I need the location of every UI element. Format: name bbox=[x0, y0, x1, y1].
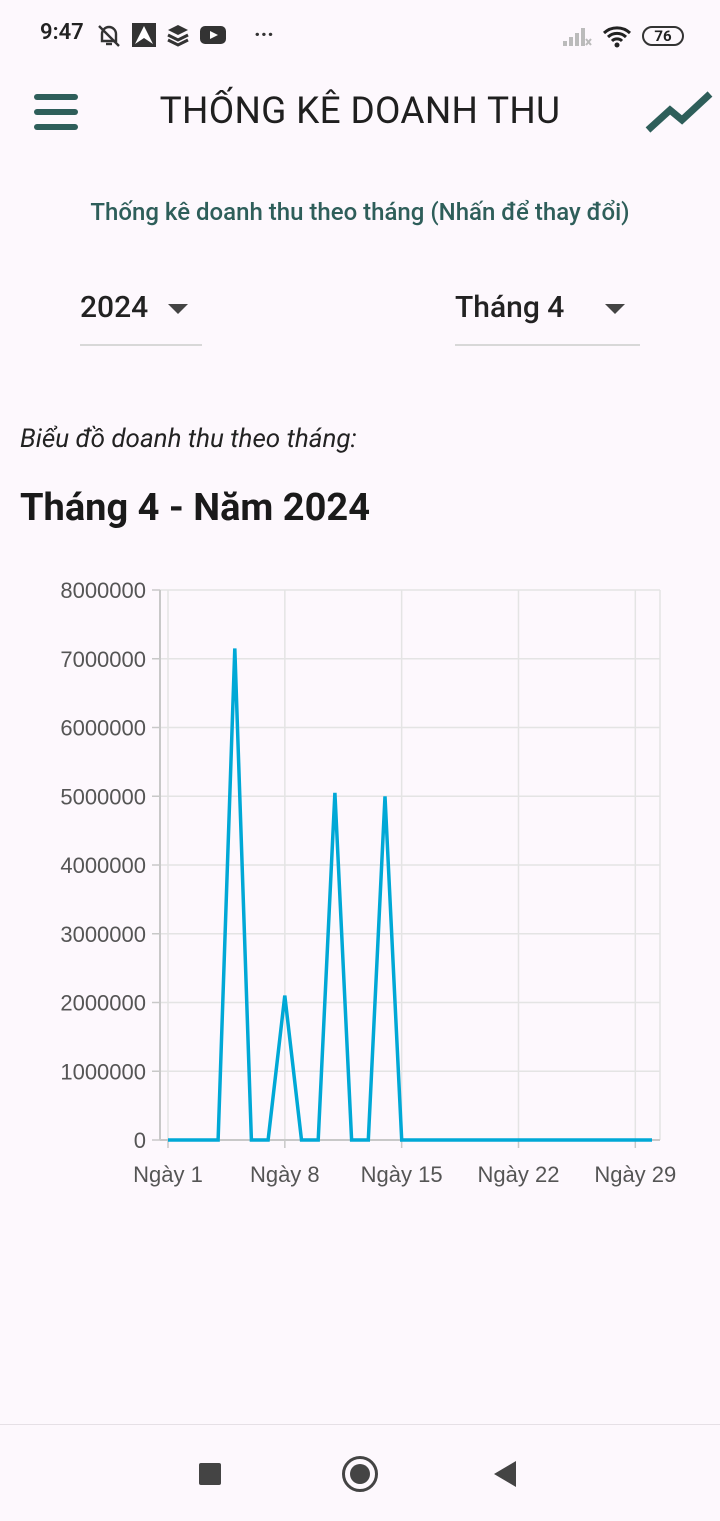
recents-square-icon[interactable] bbox=[199, 1463, 221, 1485]
data-point-day-5 bbox=[232, 645, 238, 651]
year-dropdown-value: 2024 bbox=[80, 290, 149, 325]
chevron-down-icon bbox=[168, 304, 188, 314]
data-point-day-7 bbox=[265, 1137, 271, 1143]
data-point-day-11 bbox=[332, 790, 338, 796]
data-point-day-21 bbox=[499, 1137, 505, 1143]
y-tick-label: 2000000 bbox=[60, 991, 146, 1016]
data-point-day-2 bbox=[182, 1137, 188, 1143]
back-triangle-icon[interactable] bbox=[494, 1461, 516, 1487]
page-title: THỐNG KÊ DOANH THU bbox=[159, 90, 561, 133]
home-circle-icon[interactable] bbox=[342, 1456, 378, 1492]
x-tick-label: Ngày 8 bbox=[250, 1162, 320, 1187]
data-point-day-28 bbox=[616, 1137, 622, 1143]
data-point-day-24 bbox=[549, 1137, 555, 1143]
data-point-day-23 bbox=[532, 1137, 538, 1143]
chevron-down-icon bbox=[605, 304, 625, 314]
trending-up-icon[interactable] bbox=[644, 88, 714, 138]
data-point-day-9 bbox=[299, 1137, 305, 1143]
notification-icons: ··· bbox=[96, 20, 274, 50]
data-point-day-6 bbox=[248, 1137, 254, 1143]
month-dropdown-value: Tháng 4 bbox=[455, 290, 565, 325]
data-point-day-25 bbox=[566, 1137, 572, 1143]
data-point-day-20 bbox=[482, 1137, 488, 1143]
data-point-day-27 bbox=[599, 1137, 605, 1143]
status-time: 9:47 bbox=[40, 20, 84, 45]
navigation-app-icon bbox=[132, 23, 156, 47]
y-tick-label: 4000000 bbox=[60, 853, 146, 878]
data-point-day-16 bbox=[415, 1137, 421, 1143]
wifi-icon bbox=[602, 26, 632, 48]
chart-heading: Tháng 4 - Năm 2024 bbox=[20, 486, 370, 530]
data-point-day-30 bbox=[649, 1137, 655, 1143]
chart-series bbox=[165, 645, 655, 1143]
data-point-day-3 bbox=[198, 1137, 204, 1143]
x-tick-label: Ngày 22 bbox=[478, 1162, 560, 1187]
app-bar: THỐNG KÊ DOANH THU bbox=[0, 70, 720, 160]
x-axis: Ngày 1 Ngày 8 Ngày 15 Ngày 22 Ngày 29 bbox=[133, 1139, 676, 1187]
battery-level: 76 bbox=[654, 27, 672, 45]
revenue-series-line bbox=[168, 648, 652, 1142]
y-tick-label: 7000000 bbox=[60, 647, 146, 672]
signal-icon bbox=[563, 28, 592, 46]
battery-icon: 76 bbox=[642, 26, 684, 46]
status-bar: 9:47 ··· bbox=[0, 0, 720, 70]
hamburger-menu-icon[interactable] bbox=[34, 92, 80, 132]
filter-hint[interactable]: Thống kê doanh thu theo tháng (Nhấn để t… bbox=[90, 198, 630, 226]
data-point-day-10 bbox=[315, 1137, 321, 1143]
data-point-day-4 bbox=[215, 1137, 221, 1143]
data-point-day-15 bbox=[399, 1137, 405, 1143]
y-tick-label: 6000000 bbox=[60, 716, 146, 741]
data-point-day-1 bbox=[165, 1137, 171, 1143]
data-point-day-26 bbox=[582, 1137, 588, 1143]
y-tick-label: 1000000 bbox=[60, 1059, 146, 1084]
x-tick-label: Ngày 29 bbox=[594, 1162, 676, 1187]
chart-grid bbox=[160, 589, 661, 1141]
y-tick-label: 5000000 bbox=[60, 784, 146, 809]
y-axis: 0 1000000 2000000 3000000 4000000 5000000 6000… bbox=[60, 578, 161, 1153]
data-point-day-14 bbox=[382, 793, 388, 799]
month-dropdown[interactable]: Tháng 4 bbox=[455, 290, 640, 346]
revenue-line-chart: 0 1000000 2000000 3000000 4000000 5000000 6000… bbox=[60, 578, 676, 1187]
x-tick-label: Ngày 15 bbox=[361, 1162, 443, 1187]
muted-bell-icon bbox=[98, 25, 120, 47]
system-nav-bar bbox=[0, 1424, 720, 1521]
system-icons: 76 bbox=[562, 22, 684, 50]
data-point-day-22 bbox=[515, 1137, 521, 1143]
x-tick-label: Ngày 1 bbox=[133, 1162, 203, 1187]
year-dropdown[interactable]: 2024 bbox=[80, 290, 202, 346]
data-point-day-18 bbox=[449, 1137, 455, 1143]
youtube-icon bbox=[200, 26, 226, 44]
data-point-day-29 bbox=[632, 1137, 638, 1143]
stack-app-icon bbox=[167, 25, 189, 47]
data-point-day-12 bbox=[349, 1137, 355, 1143]
more-notifications: ··· bbox=[254, 22, 274, 48]
data-point-day-17 bbox=[432, 1137, 438, 1143]
chart-caption: Biểu đồ doanh thu theo tháng: bbox=[20, 424, 357, 454]
data-point-day-8 bbox=[282, 993, 288, 999]
data-point-day-19 bbox=[465, 1137, 471, 1143]
y-tick-label: 3000000 bbox=[60, 922, 146, 947]
y-tick-label: 0 bbox=[134, 1128, 146, 1153]
y-tick-label: 8000000 bbox=[60, 578, 146, 603]
data-point-day-13 bbox=[365, 1137, 371, 1143]
